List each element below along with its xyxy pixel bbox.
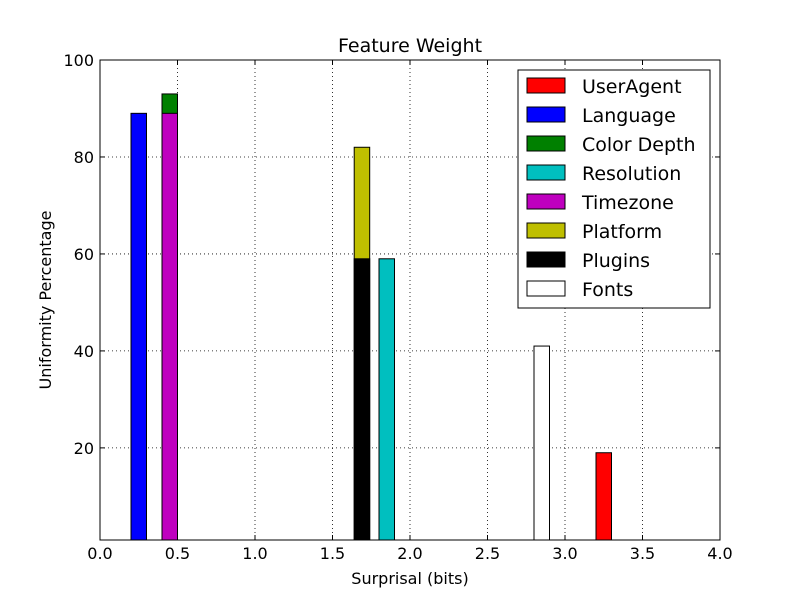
chart-title: Feature Weight [338,35,482,57]
x-tick-label: 1.5 [320,544,345,563]
y-axis-label: Uniformity Percentage [36,211,55,390]
x-tick-label: 4.0 [707,544,732,563]
legend-swatch [526,222,566,239]
legend-label: Fonts [582,279,633,301]
x-tick-label: 2.0 [397,544,422,563]
legend-swatch [526,164,566,181]
legend: UserAgent Language Color Depth Resolution Ti… [517,69,711,309]
bars-group [130,93,612,541]
axis-ticks: 0.0 0.5 1.0 1.5 2.0 2.5 3.0 3.5 4.0 20 40 60 80 100 [63,51,732,563]
y-tick-label: 80 [74,148,94,167]
bar-resolution [378,258,395,541]
y-tick-label: 100 [63,51,94,70]
legend-label: Platform [582,221,662,243]
bar-useragent [595,452,612,541]
y-tick-label: 40 [74,342,94,361]
legend-swatch [526,106,566,123]
bar-plugins [353,258,371,541]
legend-swatch [526,135,566,152]
legend-swatch [526,251,566,268]
x-tick-label: 3.5 [630,544,655,563]
legend-label: Language [582,105,676,127]
x-tick-label: 0.0 [87,544,112,563]
bar-language [130,112,147,541]
y-tick-label: 60 [74,245,94,264]
x-tick-label: 2.5 [475,544,500,563]
bar-fonts [533,345,550,541]
x-tick-label: 1.0 [242,544,267,563]
y-tick-label: 20 [74,439,94,458]
legend-label: Color Depth [582,134,696,156]
legend-label: Timezone [581,192,674,214]
bar-timezone [161,112,178,541]
legend-swatch [526,77,566,94]
legend-swatch [526,193,566,210]
legend-label: Plugins [582,250,650,272]
legend-label: Resolution [582,163,681,185]
x-tick-label: 3.0 [552,544,577,563]
x-axis-label: Surprisal (bits) [351,569,468,588]
x-tick-label: 0.5 [165,544,190,563]
legend-label: UserAgent [582,76,682,98]
legend-swatch [526,280,566,297]
